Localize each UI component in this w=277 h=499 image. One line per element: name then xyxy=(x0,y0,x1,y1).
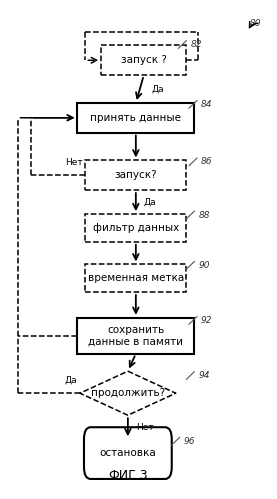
FancyBboxPatch shape xyxy=(77,318,194,354)
Text: Да: Да xyxy=(65,376,77,385)
Text: запуск?: запуск? xyxy=(114,170,157,180)
Text: запуск ?: запуск ? xyxy=(121,55,167,65)
Text: остановка: остановка xyxy=(99,448,156,458)
Text: Да: Да xyxy=(152,84,165,93)
FancyBboxPatch shape xyxy=(84,427,172,479)
Text: 80: 80 xyxy=(250,19,261,28)
Text: Да: Да xyxy=(144,198,157,207)
Text: фильтр данных: фильтр данных xyxy=(93,223,179,233)
Text: 88: 88 xyxy=(198,211,210,220)
Text: 96: 96 xyxy=(184,437,195,446)
Text: 86: 86 xyxy=(201,157,212,166)
Text: 90: 90 xyxy=(198,261,210,270)
Text: Нет: Нет xyxy=(65,158,83,167)
FancyBboxPatch shape xyxy=(85,264,186,292)
FancyBboxPatch shape xyxy=(85,160,186,190)
Text: 84: 84 xyxy=(201,100,212,109)
FancyBboxPatch shape xyxy=(101,45,186,75)
Polygon shape xyxy=(80,371,176,415)
Text: 82: 82 xyxy=(190,40,202,49)
Text: ФИГ.3: ФИГ.3 xyxy=(108,469,148,482)
FancyBboxPatch shape xyxy=(85,214,186,242)
Text: 94: 94 xyxy=(198,371,210,380)
Text: временная метка: временная метка xyxy=(88,273,184,283)
Text: 92: 92 xyxy=(201,316,212,325)
Text: принять данные: принять данные xyxy=(90,113,181,123)
Text: Нет: Нет xyxy=(136,423,153,432)
FancyBboxPatch shape xyxy=(77,103,194,133)
Text: сохранить
данные в памяти: сохранить данные в памяти xyxy=(88,325,183,346)
Text: продолжить?: продолжить? xyxy=(91,388,165,398)
